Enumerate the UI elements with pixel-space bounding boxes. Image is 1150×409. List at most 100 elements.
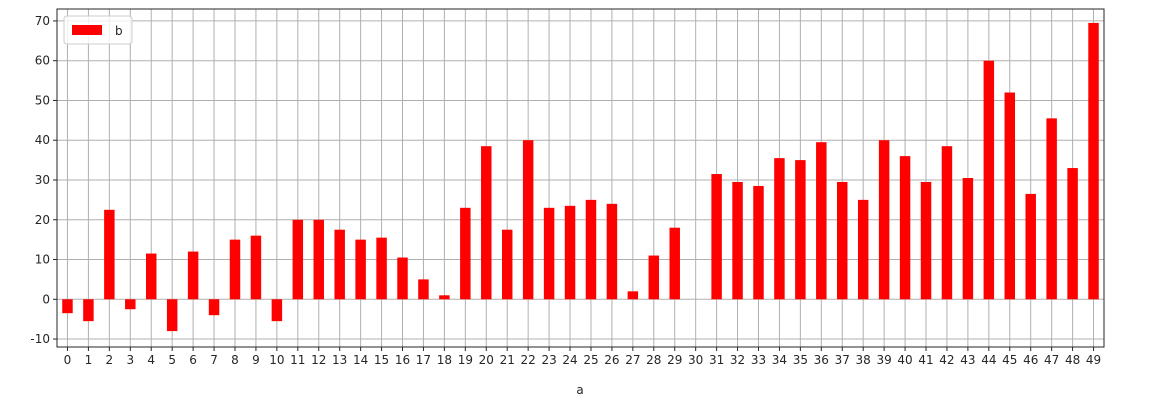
x-tick-label: 12 xyxy=(311,353,326,367)
bar xyxy=(1025,193,1036,300)
x-tick-label: 35 xyxy=(793,353,808,367)
bar xyxy=(732,181,743,300)
bar xyxy=(62,299,73,314)
bar xyxy=(125,299,136,310)
x-tick-label: 42 xyxy=(939,353,954,367)
bar xyxy=(1088,22,1099,300)
x-tick-label: 7 xyxy=(210,353,218,367)
bar xyxy=(208,299,220,316)
x-tick-label: 46 xyxy=(1023,353,1038,367)
bar xyxy=(250,235,262,300)
x-tick-label: 11 xyxy=(290,353,305,367)
x-tick-label: 2 xyxy=(106,353,114,367)
bar xyxy=(439,295,450,300)
x-tick-label: 39 xyxy=(876,353,891,367)
x-tick-label: 28 xyxy=(646,353,661,367)
bar xyxy=(857,199,869,300)
bar xyxy=(397,257,408,300)
bar xyxy=(816,142,827,300)
bar xyxy=(355,239,366,300)
x-tick-label: 38 xyxy=(856,353,871,367)
bar xyxy=(711,174,722,300)
x-tick-label: 47 xyxy=(1044,353,1059,367)
x-tick-label: 6 xyxy=(189,353,197,367)
y-tick-label: 0 xyxy=(42,292,50,306)
y-tick-label: 10 xyxy=(35,253,50,267)
bar xyxy=(145,253,157,300)
bar xyxy=(878,140,890,300)
legend-swatch xyxy=(72,25,102,35)
x-tick-label: 13 xyxy=(332,353,347,367)
y-tick-label: 60 xyxy=(35,54,50,68)
x-tick-label: 18 xyxy=(437,353,452,367)
bar xyxy=(795,160,806,300)
bar xyxy=(334,229,345,300)
x-tick-label: 22 xyxy=(521,353,536,367)
x-tick-label: 14 xyxy=(353,353,368,367)
x-tick-label: 19 xyxy=(458,353,473,367)
y-tick-label: 20 xyxy=(35,213,50,227)
x-axis: 0 1 2 3 4 5 6 7 8 9 10 11 12 13 14 15 16 17 18 19 20 21 22 23 24… xyxy=(64,347,1101,367)
x-tick-label: 9 xyxy=(252,353,260,367)
bar xyxy=(543,207,555,300)
bar xyxy=(501,229,513,300)
bar xyxy=(1046,118,1057,300)
x-tick-label: 33 xyxy=(751,353,766,367)
x-tick-label: 34 xyxy=(772,353,787,367)
bar xyxy=(522,140,534,300)
bar xyxy=(585,199,597,300)
bar xyxy=(564,205,576,300)
bar xyxy=(669,227,680,300)
bar xyxy=(481,146,492,300)
x-tick-label: 20 xyxy=(479,353,494,367)
bars xyxy=(62,22,1099,332)
y-tick-label: -10 xyxy=(30,332,50,346)
bar xyxy=(774,158,785,300)
x-tick-label: 31 xyxy=(709,353,724,367)
x-tick-label: 49 xyxy=(1086,353,1101,367)
bar xyxy=(1067,168,1078,300)
x-tick-label: 4 xyxy=(147,353,155,367)
bar xyxy=(313,219,324,300)
x-tick-label: 10 xyxy=(269,353,284,367)
x-tick-label: 23 xyxy=(541,353,556,367)
y-axis: -10 0 10 20 30 40 50 60 70 xyxy=(30,14,57,346)
bar xyxy=(920,181,932,300)
bar xyxy=(837,181,848,300)
bar xyxy=(83,299,94,322)
x-tick-label: 44 xyxy=(981,353,996,367)
bar xyxy=(418,279,429,300)
x-tick-label: 0 xyxy=(64,353,72,367)
bar xyxy=(229,239,241,300)
bar xyxy=(983,60,995,300)
bar xyxy=(166,299,178,332)
x-tick-label: 3 xyxy=(126,353,134,367)
x-tick-label: 17 xyxy=(416,353,431,367)
x-tick-label: 5 xyxy=(168,353,176,367)
x-tick-label: 8 xyxy=(231,353,239,367)
bar xyxy=(941,146,953,300)
bar xyxy=(753,185,764,300)
x-tick-label: 41 xyxy=(918,353,933,367)
x-tick-label: 40 xyxy=(897,353,912,367)
x-tick-label: 25 xyxy=(583,353,598,367)
x-tick-label: 26 xyxy=(604,353,619,367)
plot-frame xyxy=(56,8,1105,348)
x-tick-label: 43 xyxy=(960,353,975,367)
bar xyxy=(187,251,199,300)
legend: b xyxy=(63,15,133,45)
x-tick-label: 21 xyxy=(500,353,515,367)
bar xyxy=(1004,92,1016,300)
bar xyxy=(962,178,974,300)
x-tick-label: 48 xyxy=(1065,353,1080,367)
bar xyxy=(606,203,618,300)
x-tick-label: 32 xyxy=(730,353,745,367)
bar xyxy=(292,219,304,300)
legend-label: b xyxy=(115,24,123,38)
x-tick-label: 37 xyxy=(835,353,850,367)
bar xyxy=(899,156,911,300)
x-tick-label: 29 xyxy=(667,353,682,367)
x-tick-label: 15 xyxy=(374,353,389,367)
bar xyxy=(460,207,471,300)
